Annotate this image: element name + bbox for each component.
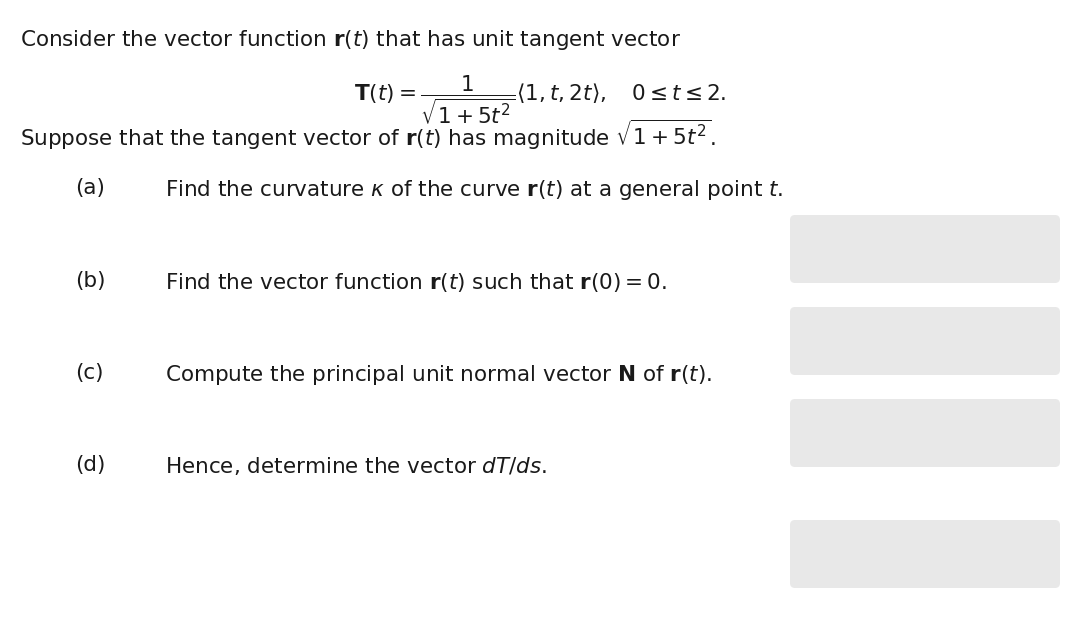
FancyBboxPatch shape — [789, 520, 1059, 588]
Text: Consider the vector function $\mathbf{r}(t)$ that has unit tangent vector: Consider the vector function $\mathbf{r}… — [21, 28, 681, 52]
FancyBboxPatch shape — [789, 399, 1059, 467]
FancyBboxPatch shape — [789, 307, 1059, 375]
Text: Compute the principal unit normal vector $\mathbf{N}$ of $\mathbf{r}(t)$.: Compute the principal unit normal vector… — [165, 363, 713, 387]
Text: Hence, determine the vector $dT/ds$.: Hence, determine the vector $dT/ds$. — [165, 455, 548, 477]
Text: (b): (b) — [75, 271, 106, 291]
Text: $\mathbf{T}(t) = \dfrac{1}{\sqrt{1+5t^2}}\langle 1, t, 2t\rangle, \quad 0 \leq t: $\mathbf{T}(t) = \dfrac{1}{\sqrt{1+5t^2}… — [354, 73, 726, 126]
Text: (d): (d) — [75, 455, 106, 475]
Text: Find the vector function $\mathbf{r}(t)$ such that $\mathbf{r}(0) = 0$.: Find the vector function $\mathbf{r}(t)$… — [165, 271, 667, 294]
Text: (c): (c) — [75, 363, 104, 383]
Text: Find the curvature $\kappa$ of the curve $\mathbf{r}(t)$ at a general point $t$.: Find the curvature $\kappa$ of the curve… — [165, 178, 783, 202]
Text: (a): (a) — [75, 178, 105, 198]
Text: Suppose that the tangent vector of $\mathbf{r}(t)$ has magnitude $\sqrt{1+5t^2}$: Suppose that the tangent vector of $\mat… — [21, 118, 716, 153]
FancyBboxPatch shape — [789, 215, 1059, 283]
